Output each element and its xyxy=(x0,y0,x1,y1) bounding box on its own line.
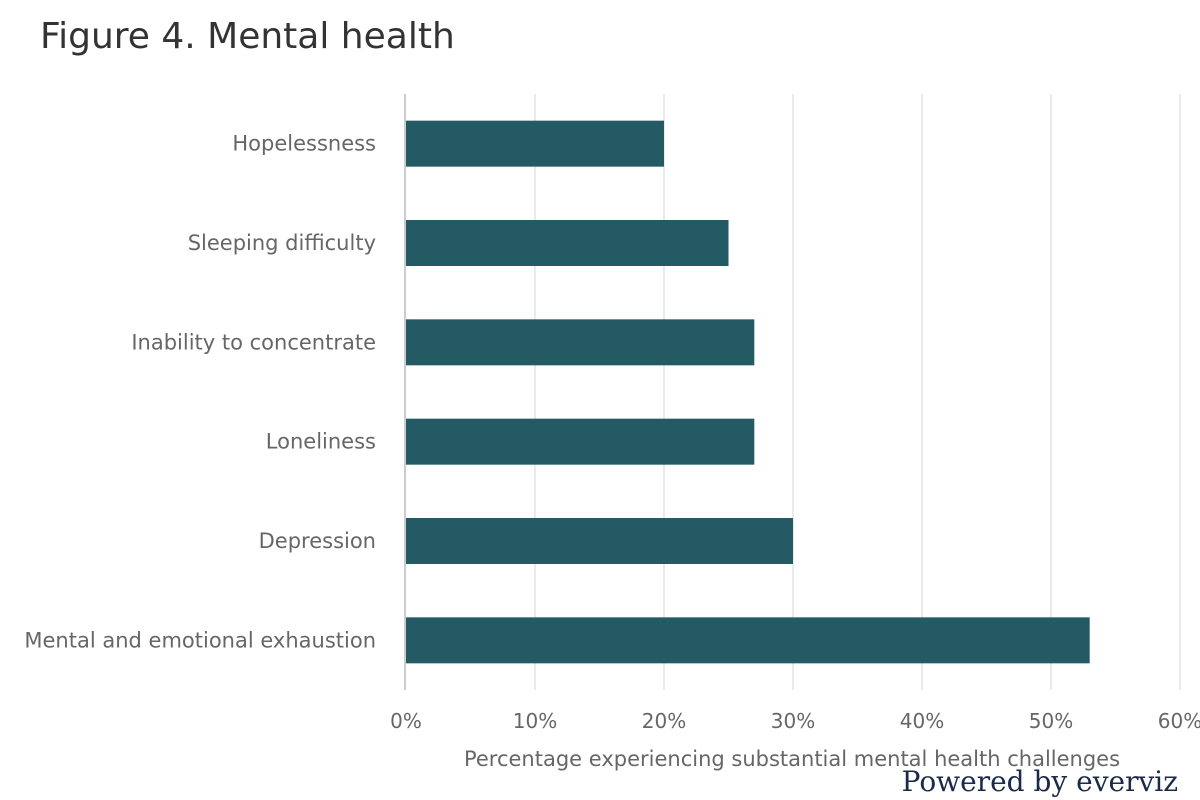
x-tick-label-20: 20% xyxy=(642,709,686,733)
credits-link[interactable]: Powered by everviz xyxy=(902,765,1178,798)
x-axis-tick-labels: 0% 10% 20% 30% 40% 50% 60% xyxy=(390,709,1200,733)
category-label-mental-and-emotional-exhaustion: Mental and emotional exhaustion xyxy=(24,628,376,652)
bar-mental-and-emotional-exhaustion[interactable] xyxy=(406,617,1090,664)
bar-loneliness[interactable] xyxy=(406,418,755,465)
x-tick-label-40: 40% xyxy=(900,709,944,733)
bar-inability-to-concentrate[interactable] xyxy=(406,319,755,366)
category-labels: Hopelessness Sleeping difficulty Inability… xyxy=(24,132,376,653)
category-label-depression: Depression xyxy=(259,529,376,553)
category-label-hopelessness: Hopelessness xyxy=(232,132,376,156)
x-axis-title: Percentage experiencing substantial ment… xyxy=(464,747,1120,771)
x-tick-label-0: 0% xyxy=(390,709,422,733)
x-tick-label-10: 10% xyxy=(513,709,557,733)
grid-lines xyxy=(534,94,1181,690)
x-tick-label-50: 50% xyxy=(1029,709,1073,733)
x-tick-label-30: 30% xyxy=(771,709,815,733)
bar-depression[interactable] xyxy=(406,518,793,564)
bar-hopelessness[interactable] xyxy=(406,120,664,167)
category-label-inability-to-concentrate: Inability to concentrate xyxy=(131,330,376,354)
x-tick-label-60: 60% xyxy=(1158,709,1200,733)
bars xyxy=(406,120,1090,664)
category-label-sleeping-difficulty: Sleeping difficulty xyxy=(188,231,376,255)
bar-sleeping-difficulty[interactable] xyxy=(406,220,729,266)
chart-title: Figure 4. Mental health xyxy=(40,16,455,57)
category-label-loneliness: Loneliness xyxy=(266,430,376,454)
